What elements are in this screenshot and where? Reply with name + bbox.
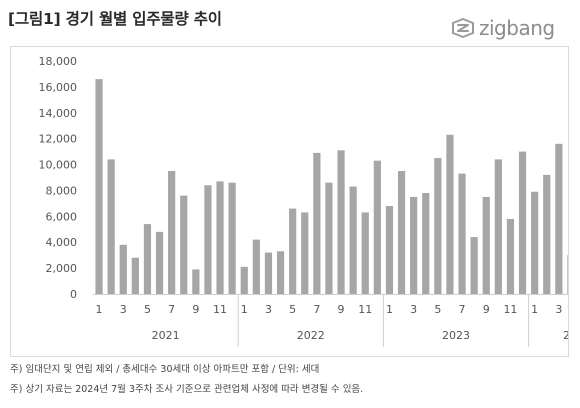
bar [252,239,260,294]
month-tick-label: 3 [120,303,127,316]
bar [543,174,551,294]
bar [168,171,176,294]
month-tick-label: 1 [96,303,103,316]
y-tick-label: 12,000 [39,133,78,146]
month-tick-label: 3 [555,303,562,316]
bar [494,159,502,294]
bar [482,196,490,294]
bar [204,185,212,294]
y-tick-label: 8,000 [46,184,78,197]
bar [325,182,333,294]
zigbang-logo-icon [452,18,474,38]
year-label: 2023 [442,329,470,342]
month-tick-label: 9 [338,303,345,316]
month-tick-label: 9 [192,303,199,316]
bar [289,208,297,294]
month-tick-label: 3 [265,303,272,316]
bar [506,218,515,294]
footnote-2: 주) 상기 자료는 2024년 7월 3주차 조사 기준으로 관련업체 사정에 … [10,384,364,395]
y-tick-label: 0 [70,288,77,301]
month-tick-label: 5 [144,303,151,316]
bar [107,159,115,294]
bar [446,134,454,294]
year-label: 2021 [152,329,180,342]
bar [373,160,381,294]
bar [180,195,188,294]
bar [240,266,248,294]
bar [264,252,273,294]
bar [518,151,527,294]
month-tick-label: 5 [434,303,441,316]
bar [192,269,200,294]
year-label: 2024 [563,329,568,342]
bar [119,244,127,294]
bar [567,255,575,294]
month-tick-label: 3 [410,303,417,316]
month-tick-label: 11 [358,303,372,316]
month-tick-label: 1 [386,303,393,316]
bar [131,257,139,294]
bar [470,237,478,294]
bar [228,182,236,294]
y-tick-label: 2,000 [46,262,78,275]
footnotes: 주) 임대단지 및 연립 제외 / 총세대수 30세대 이상 아파트만 포함 /… [10,360,363,400]
y-tick-label: 18,000 [39,55,78,68]
bar [216,181,224,294]
month-tick-label: 11 [213,303,227,316]
bar [143,224,152,294]
y-tick-label: 6,000 [46,210,78,223]
chart-frame: 0 2,000 4,000 6,000 8,000 10,000 12,000 14,000 1… [10,46,580,357]
month-tick-label: 7 [459,303,466,316]
month-tick-label: 9 [483,303,490,316]
bar [422,193,430,294]
bar [361,212,369,294]
bar [397,171,406,294]
bar [301,212,309,294]
month-tick-label: 1 [241,303,248,316]
month-tick-label: 5 [289,303,296,316]
bar [276,251,285,294]
month-tick-label: 1 [531,303,538,316]
y-tick-label: 14,000 [39,107,78,120]
year-label: 2022 [297,329,325,342]
bar [385,205,394,294]
bar-chart: 0 2,000 4,000 6,000 8,000 10,000 12,000 14,000 1… [39,55,580,347]
bar [95,79,103,294]
bar [337,150,345,294]
brand-logo: zigbang [450,16,555,40]
month-tick-label: 7 [313,303,320,316]
y-tick-label: 16,000 [39,81,78,94]
month-tick-label: 11 [503,303,517,316]
bar [410,196,418,294]
chart-title: [그림1] 경기 월별 입주물량 추이 [8,10,222,28]
y-tick-label: 4,000 [46,236,78,249]
brand-name: zigbang [479,16,555,40]
bar [434,158,442,294]
bar [531,191,539,294]
bar [349,186,357,294]
bar [555,143,563,294]
bar [155,231,164,294]
y-tick-label: 10,000 [39,159,78,172]
footnote-1: 주) 임대단지 및 연립 제외 / 총세대수 30세대 이상 아파트만 포함 /… [10,364,320,375]
month-tick-label: 7 [168,303,175,316]
bar [313,152,321,294]
bar [458,173,466,294]
